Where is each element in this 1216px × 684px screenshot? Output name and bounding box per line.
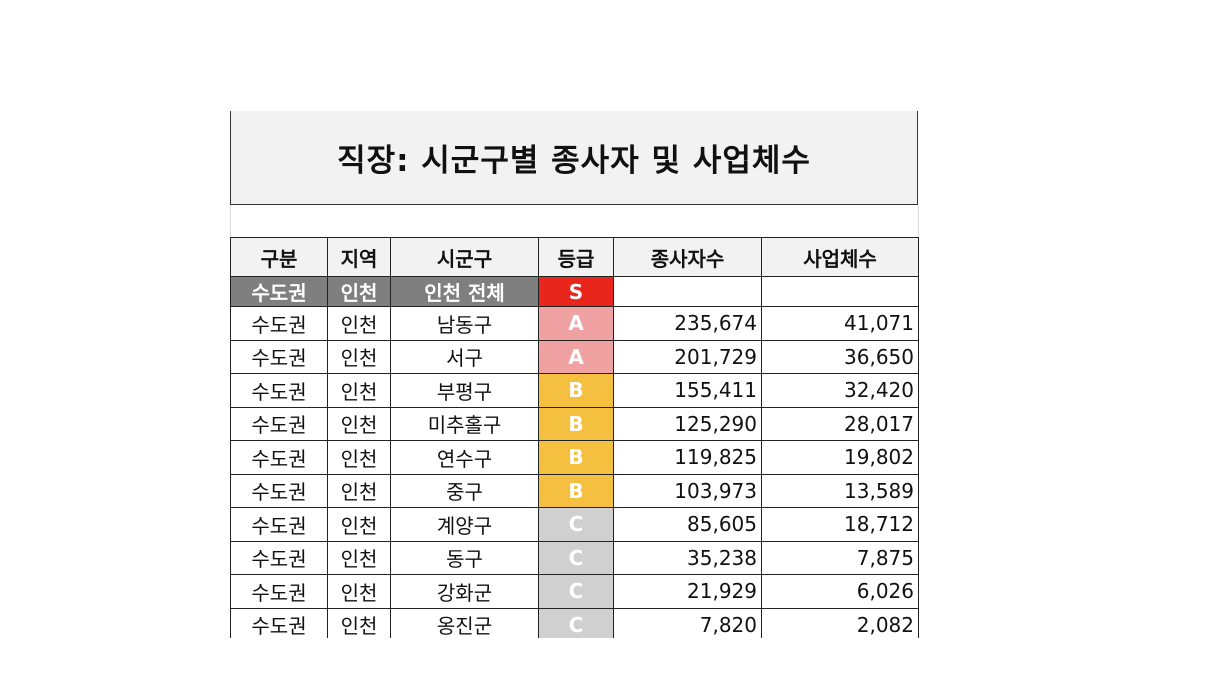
cell-workers: 235,674 [613,306,762,341]
header-businesses: 사업체수 [761,237,919,277]
grade-badge: C [538,574,614,609]
cell-businesses: 32,420 [761,373,919,408]
cell-region: 인천 [327,440,391,475]
spacer [230,205,919,237]
grade-badge: A [538,306,614,341]
header-district: 시군구 [390,237,539,277]
table-row: 수도권 인천 계양구 C 85,605 18,712 [230,507,919,542]
cell-district: 옹진군 [390,607,539,642]
cell-district: 동구 [390,540,539,575]
cell-businesses: 41,071 [761,306,919,341]
cell-district: 미추홀구 [390,406,539,441]
cell-workers: 119,825 [613,440,762,475]
cell-workers: 21,929 [613,574,762,609]
grade-badge: C [538,507,614,542]
cell-group: 수도권 [230,339,328,374]
cell-businesses: 36,650 [761,339,919,374]
cell-group: 수도권 [230,507,328,542]
cell-region: 인천 [327,607,391,642]
total-row: 수도권 인천 인천 전체 S [230,276,919,307]
cell-district: 중구 [390,473,539,508]
table-row: 수도권 인천 부평구 B 155,411 32,420 [230,373,919,408]
cell-group: 수도권 [230,473,328,508]
cell-district: 부평구 [390,373,539,408]
cell-businesses [761,276,919,307]
cell-group: 수도권 [230,540,328,575]
table-row: 수도권 인천 옹진군 C 7,820 2,082 [230,607,919,642]
cell-group: 수도권 [230,440,328,475]
table-row: 수도권 인천 연수구 B 119,825 19,802 [230,440,919,475]
cell-group: 수도권 [230,574,328,609]
cell-group: 수도권 [230,406,328,441]
data-table: 구분 지역 시군구 등급 종사자수 사업체수 수도권 인천 인천 전체 S 수도… [230,237,919,642]
cell-workers: 155,411 [613,373,762,408]
grade-badge: A [538,339,614,374]
grade-badge: B [538,440,614,475]
cell-district: 인천 전체 [390,276,539,307]
cell-workers: 85,605 [613,507,762,542]
cell-district: 강화군 [390,574,539,609]
cell-businesses: 13,589 [761,473,919,508]
cell-region: 인천 [327,574,391,609]
cell-group: 수도권 [230,607,328,642]
cell-region: 인천 [327,507,391,542]
header-workers: 종사자수 [613,237,762,277]
cell-district: 서구 [390,339,539,374]
cell-businesses: 2,082 [761,607,919,642]
table-row: 수도권 인천 동구 C 35,238 7,875 [230,540,919,575]
cell-workers: 201,729 [613,339,762,374]
cell-region: 인천 [327,276,391,307]
cell-region: 인천 [327,306,391,341]
cell-region: 인천 [327,373,391,408]
cell-group: 수도권 [230,373,328,408]
header-grade: 등급 [538,237,614,277]
table-row: 수도권 인천 미추홀구 B 125,290 28,017 [230,406,919,441]
table-row: 수도권 인천 중구 B 103,973 13,589 [230,473,919,508]
table-row: 수도권 인천 남동구 A 235,674 41,071 [230,306,919,341]
cell-district: 연수구 [390,440,539,475]
grade-badge: B [538,406,614,441]
cell-workers: 35,238 [613,540,762,575]
cell-workers: 125,290 [613,406,762,441]
cell-group: 수도권 [230,306,328,341]
cell-businesses: 19,802 [761,440,919,475]
cell-district: 남동구 [390,306,539,341]
grade-badge: B [538,373,614,408]
cell-region: 인천 [327,406,391,441]
cell-businesses: 6,026 [761,574,919,609]
table-row: 수도권 인천 강화군 C 21,929 6,026 [230,574,919,609]
cell-region: 인천 [327,339,391,374]
cell-region: 인천 [327,473,391,508]
cell-district: 계양구 [390,507,539,542]
header-group: 구분 [230,237,328,277]
cell-group: 수도권 [230,276,328,307]
grade-badge: S [538,276,614,307]
cell-workers [613,276,762,307]
page-title: 직장: 시군구별 종사자 및 사업체수 [230,111,918,205]
header-row: 구분 지역 시군구 등급 종사자수 사업체수 [230,237,919,277]
cell-workers: 103,973 [613,473,762,508]
cell-businesses: 28,017 [761,406,919,441]
grade-badge: C [538,540,614,575]
grade-badge: B [538,473,614,508]
cell-region: 인천 [327,540,391,575]
cell-businesses: 18,712 [761,507,919,542]
header-region: 지역 [327,237,391,277]
table-row: 수도권 인천 서구 A 201,729 36,650 [230,339,919,374]
bottom-crop [0,638,1216,684]
cell-workers: 7,820 [613,607,762,642]
cell-businesses: 7,875 [761,540,919,575]
grade-badge: C [538,607,614,642]
